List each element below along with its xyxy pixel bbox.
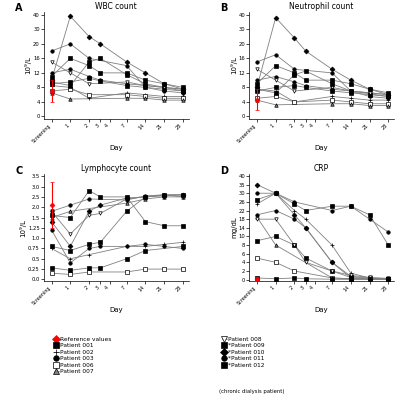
X-axis label: Day: Day [110, 145, 123, 151]
X-axis label: Day: Day [315, 145, 328, 151]
Legend: Patient 008, *Patient 009, *Patient 010, *Patient 011, *Patient 012: Patient 008, *Patient 009, *Patient 010,… [222, 337, 265, 368]
Y-axis label: 10⁹/L: 10⁹/L [20, 219, 27, 236]
Y-axis label: 10⁹/L: 10⁹/L [230, 56, 237, 74]
Title: Neutrophil count: Neutrophil count [290, 2, 354, 11]
X-axis label: Day: Day [110, 307, 123, 313]
Y-axis label: 10⁹/L: 10⁹/L [25, 56, 32, 74]
Title: CRP: CRP [314, 164, 329, 173]
X-axis label: Day: Day [315, 307, 328, 313]
Title: Lymphocyte count: Lymphocyte count [81, 164, 151, 173]
Text: D: D [220, 166, 228, 176]
Text: (chronic dialysis patient): (chronic dialysis patient) [219, 389, 284, 394]
Text: B: B [220, 3, 228, 13]
Text: A: A [15, 3, 22, 13]
Y-axis label: mg/dL: mg/dL [231, 217, 237, 238]
Title: WBC count: WBC count [96, 2, 137, 11]
Text: C: C [15, 166, 22, 176]
